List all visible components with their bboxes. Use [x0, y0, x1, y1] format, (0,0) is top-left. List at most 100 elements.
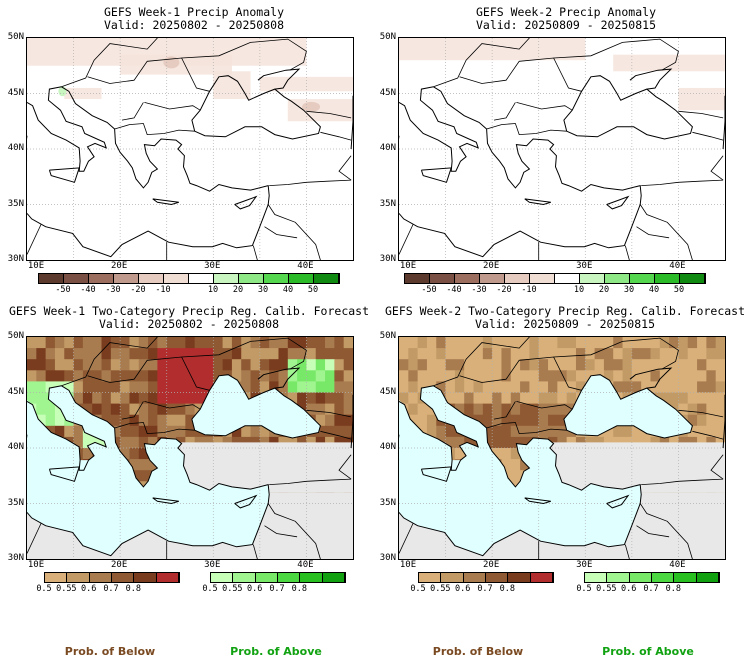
country-border: [624, 544, 630, 559]
probability-cell: [603, 359, 614, 371]
probability-cell: [269, 337, 279, 349]
probability-cell: [510, 414, 521, 427]
colorbar-swatch: [139, 274, 164, 283]
probability-cell: [501, 459, 512, 471]
country-border: [641, 179, 724, 186]
probability-cell: [520, 392, 530, 404]
probability-cell: [82, 436, 93, 449]
colorbar-tick-label: -10: [155, 285, 171, 295]
probability-cell: [426, 414, 437, 427]
colorbar-swatch: [289, 274, 314, 283]
probability-cell: [222, 359, 233, 371]
probability-cell: [120, 392, 130, 404]
coastline: [606, 195, 630, 210]
probability-cell: [194, 392, 205, 404]
probability-cell: [426, 370, 437, 382]
probability-cell: [325, 370, 335, 382]
probability-cell: [138, 436, 149, 449]
latitude-tick-label: 50N: [379, 32, 396, 42]
probability-cell: [129, 359, 140, 371]
probability-cell: [176, 381, 186, 393]
probability-cell: [445, 359, 456, 371]
probability-cell: [157, 403, 168, 416]
probability-cell: [231, 337, 242, 349]
country-border: [493, 401, 516, 420]
coastline: [563, 374, 693, 439]
probability-cell: [120, 359, 130, 371]
probability-cell: [436, 381, 446, 393]
probability-cell: [64, 370, 74, 382]
prob-below-colorbar: [44, 572, 180, 583]
probability-cell: [45, 337, 56, 349]
probability-cell: [669, 370, 679, 382]
latitude-tick-label: 40N: [7, 442, 24, 452]
probability-cell: [148, 436, 158, 449]
panel2-anomaly-map: [398, 37, 726, 261]
probability-cell: [622, 359, 633, 371]
probability-cell: [64, 425, 74, 438]
probability-cell: [92, 392, 102, 404]
colorbar-tick-label: 50: [307, 285, 319, 295]
prob-above-colorbar: [584, 572, 720, 583]
country-border: [121, 401, 144, 420]
probability-cell: [548, 370, 558, 382]
panel1-title-line2: Valid: 20250802 - 20250808: [103, 18, 284, 32]
probability-cell: [259, 370, 270, 382]
probability-cell: [27, 392, 37, 404]
black-sea: [191, 374, 321, 438]
panel3-title-line2: Valid: 20250802 - 20250808: [98, 317, 279, 331]
probability-cell: [222, 337, 233, 349]
probability-cell: [45, 348, 56, 360]
probability-cell: [166, 392, 177, 404]
probability-cell: [520, 425, 530, 438]
probability-cell: [594, 337, 605, 349]
probability-cell: [27, 359, 37, 371]
longitude-tick-label: 30E: [576, 560, 593, 570]
probability-cell: [548, 359, 558, 371]
probability-cell: [650, 348, 661, 360]
probability-cell: [110, 403, 121, 416]
probability-cell: [101, 337, 112, 349]
panel1-title-line1: GEFS Week-1 Precip Anomaly: [103, 5, 284, 19]
country-border: [269, 478, 352, 485]
probability-cell: [241, 337, 251, 349]
colorbar-tick-label: 0.55: [56, 584, 77, 594]
longitude-tick-label: 20E: [111, 261, 128, 271]
country-border: [264, 525, 298, 538]
probability-cell: [138, 337, 149, 349]
coastline: [257, 367, 301, 389]
country-border: [692, 131, 724, 141]
probability-cell: [399, 348, 409, 360]
country-border: [459, 57, 582, 92]
probability-cell: [259, 348, 270, 360]
probability-cell: [148, 370, 158, 382]
probability-cell: [520, 370, 530, 382]
probability-cell: [492, 403, 502, 416]
probability-cell: [482, 403, 493, 416]
probability-cell: [482, 370, 493, 382]
latitude-tick-label: 40N: [379, 442, 396, 452]
probability-cell: [538, 337, 549, 349]
probability-cell: [585, 337, 595, 349]
probability-cell: [166, 381, 177, 393]
probability-cell: [417, 348, 428, 360]
country-border: [27, 523, 42, 554]
colorbar-swatch: [114, 274, 139, 283]
colorbar-tick-label: 30: [257, 285, 269, 295]
longitude-tick-label: 30E: [576, 261, 593, 271]
probability-cell: [706, 337, 717, 349]
probability-cell: [585, 348, 595, 360]
country-border: [459, 356, 582, 391]
probability-cell: [445, 436, 456, 449]
colorbar-tick-label: 0.8: [125, 584, 141, 594]
probability-cell: [417, 359, 428, 371]
probability-cell: [176, 348, 186, 360]
probability-cell: [510, 348, 521, 360]
borders: [399, 337, 724, 559]
probability-cell: [501, 425, 512, 438]
probability-cell: [343, 414, 353, 427]
probability-cell: [473, 403, 484, 416]
colorbar-tick-label: 0.5: [36, 584, 52, 594]
probability-cell: [36, 403, 47, 416]
